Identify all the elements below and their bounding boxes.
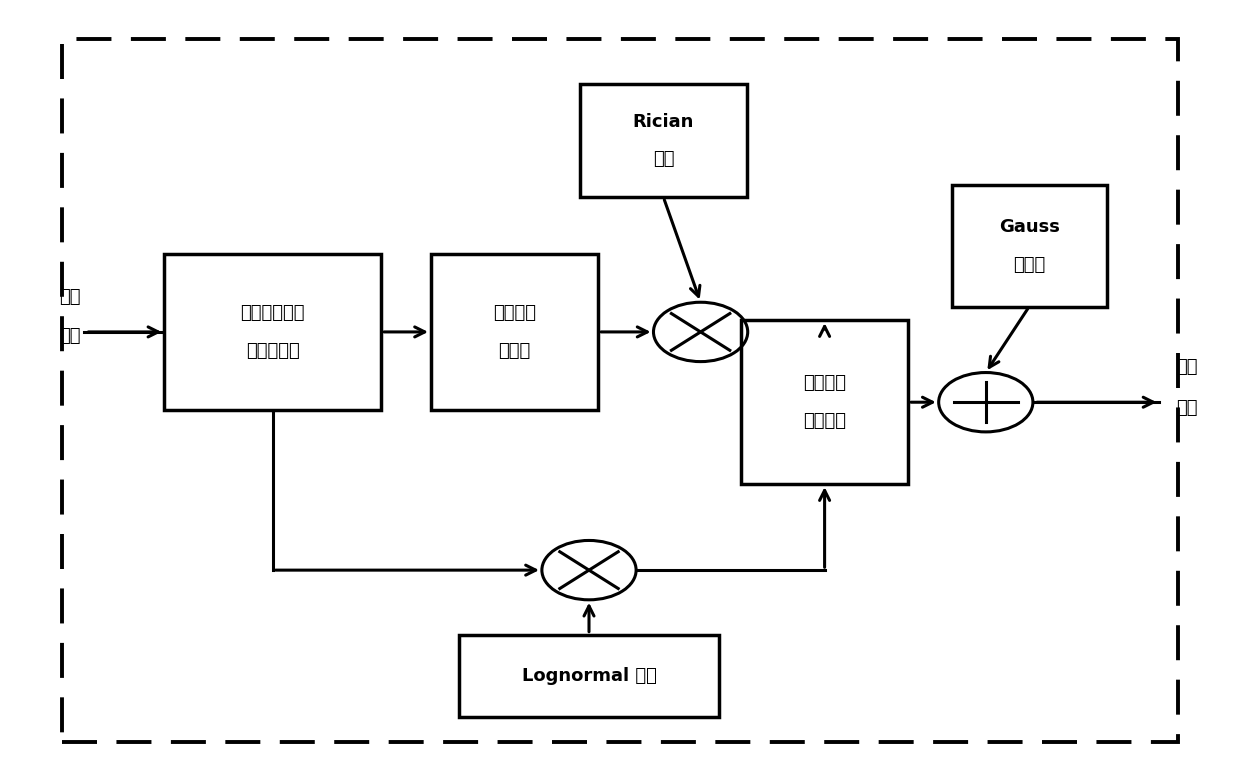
Text: Gauss: Gauss xyxy=(998,218,1060,237)
Text: 白噪声: 白噪声 xyxy=(1013,255,1045,274)
Bar xyxy=(742,320,908,484)
Text: 缓慢变化率: 缓慢变化率 xyxy=(246,341,300,360)
Text: 信号: 信号 xyxy=(58,326,81,345)
Text: 输入: 输入 xyxy=(58,287,81,306)
Text: 信号: 信号 xyxy=(1176,399,1198,418)
Text: 控制模块: 控制模块 xyxy=(804,412,846,430)
Text: 状态转移: 状态转移 xyxy=(804,374,846,393)
Text: 输出: 输出 xyxy=(1176,358,1198,376)
Text: Rician: Rician xyxy=(632,112,694,131)
Text: 多径延迟: 多径延迟 xyxy=(494,304,536,323)
Bar xyxy=(459,634,719,717)
Bar xyxy=(164,254,382,410)
Bar xyxy=(432,254,598,410)
Text: Lognormal 模块: Lognormal 模块 xyxy=(522,666,656,685)
Bar xyxy=(952,185,1106,306)
Bar xyxy=(580,84,746,198)
Text: 模块: 模块 xyxy=(652,150,675,169)
Text: 多普勒频移及: 多普勒频移及 xyxy=(241,304,305,323)
Text: 及增益: 及增益 xyxy=(498,341,531,360)
